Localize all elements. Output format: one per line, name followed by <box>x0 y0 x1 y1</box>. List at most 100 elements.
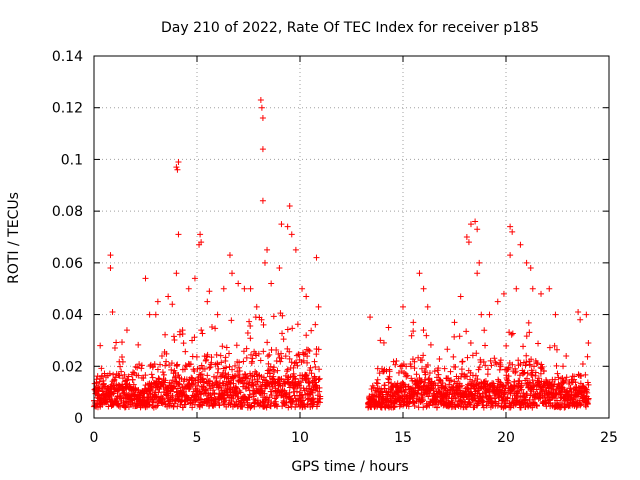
data-point <box>585 340 592 347</box>
data-point <box>531 363 538 370</box>
data-point <box>483 402 490 409</box>
data-point <box>585 381 592 388</box>
data-point <box>444 346 451 353</box>
data-point <box>124 376 131 383</box>
data-point <box>249 355 256 362</box>
data-point <box>520 343 527 350</box>
data-point <box>509 386 516 393</box>
data-point <box>546 344 553 351</box>
data-point <box>130 381 137 388</box>
data-point <box>503 376 510 383</box>
data-point <box>283 390 290 397</box>
data-point <box>134 364 141 371</box>
data-point <box>529 285 536 292</box>
data-point <box>208 359 215 366</box>
data-point <box>198 239 205 246</box>
data-point <box>270 373 277 380</box>
data-point <box>121 371 128 378</box>
data-point <box>132 363 139 370</box>
data-point <box>504 395 511 402</box>
data-point <box>523 375 530 382</box>
data-point <box>430 387 437 394</box>
data-point <box>503 342 510 349</box>
data-point <box>312 363 319 370</box>
data-point <box>367 314 374 321</box>
data-point <box>267 370 274 377</box>
data-point <box>411 358 418 365</box>
data-point <box>208 354 215 361</box>
data-point <box>291 392 298 399</box>
data-point <box>463 328 470 335</box>
data-point <box>174 166 181 173</box>
y-tick-label: 0.08 <box>52 204 83 220</box>
data-point <box>198 396 205 403</box>
data-point <box>404 372 411 379</box>
data-point <box>203 386 210 393</box>
data-point <box>125 373 132 380</box>
data-point <box>201 366 208 373</box>
data-point <box>236 364 243 371</box>
data-point <box>572 379 579 386</box>
data-point <box>497 357 504 364</box>
data-point <box>582 371 589 378</box>
data-point <box>314 403 321 410</box>
data-point <box>175 231 182 238</box>
data-point <box>257 382 264 389</box>
data-point <box>306 347 313 354</box>
data-point <box>282 353 289 360</box>
data-point <box>523 259 530 266</box>
data-point <box>191 334 198 341</box>
data-point <box>189 337 196 344</box>
data-point <box>200 375 207 382</box>
data-point <box>424 303 431 310</box>
data-point <box>284 326 291 333</box>
data-point <box>212 325 219 332</box>
data-point <box>229 366 236 373</box>
data-point <box>311 358 318 365</box>
data-point <box>408 332 415 339</box>
data-point <box>265 397 272 404</box>
data-point <box>241 285 248 292</box>
data-point <box>173 164 180 171</box>
data-point <box>292 375 299 382</box>
data-point <box>232 362 239 369</box>
data-point <box>495 400 502 407</box>
data-point <box>500 290 507 297</box>
data-point <box>248 351 255 358</box>
y-tick-label: 0.1 <box>61 152 83 168</box>
grid-lines <box>94 56 609 418</box>
data-point <box>273 357 280 364</box>
data-point <box>263 404 270 411</box>
data-point <box>497 363 504 370</box>
data-point <box>159 378 166 385</box>
data-point <box>584 389 591 396</box>
data-point <box>476 364 483 371</box>
data-point <box>106 370 113 377</box>
data-point <box>493 360 500 367</box>
data-point <box>553 346 560 353</box>
data-point <box>479 390 486 397</box>
data-point <box>175 371 182 378</box>
data-point <box>152 311 159 318</box>
data-point <box>264 339 271 346</box>
data-point <box>168 366 175 373</box>
data-point <box>276 265 283 272</box>
data-point <box>244 375 251 382</box>
data-point <box>225 350 232 357</box>
data-point <box>240 348 247 355</box>
data-point <box>175 380 182 387</box>
x-tick-label: 0 <box>90 430 99 446</box>
data-point <box>116 372 123 379</box>
data-point <box>206 364 213 371</box>
data-point <box>142 275 149 282</box>
data-point <box>258 383 265 390</box>
data-point <box>452 363 459 370</box>
data-point <box>247 285 254 292</box>
data-point <box>222 354 229 361</box>
data-point <box>219 343 226 350</box>
data-point <box>446 381 453 388</box>
data-point <box>214 369 221 376</box>
data-point <box>258 316 265 323</box>
data-point <box>413 371 420 378</box>
data-point <box>233 342 240 349</box>
